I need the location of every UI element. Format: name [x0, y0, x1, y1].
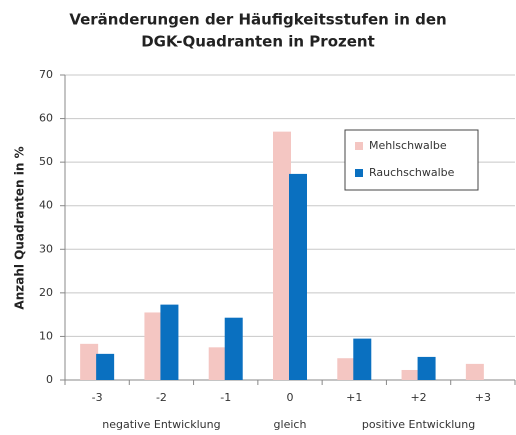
chart-title: DGK-Quadranten in Prozent — [141, 33, 375, 51]
bar — [208, 347, 227, 380]
group-label: gleich — [274, 418, 307, 431]
legend-swatch — [355, 169, 363, 177]
y-tick-label: 70 — [39, 68, 53, 81]
group-label: negative Entwicklung — [102, 418, 220, 431]
y-tick-label: 50 — [39, 155, 53, 168]
y-tick-label: 40 — [39, 199, 53, 212]
x-tick-label: -1 — [220, 391, 231, 404]
group-label: positive Entwicklung — [362, 418, 475, 431]
bar — [80, 343, 99, 380]
x-tick-label: -3 — [92, 391, 103, 404]
bar — [144, 312, 163, 380]
bar — [224, 317, 243, 380]
y-tick-label: 30 — [39, 242, 53, 255]
legend-label: Rauchschwalbe — [369, 166, 455, 179]
legend-swatch — [355, 142, 363, 150]
x-tick-label: 0 — [287, 391, 294, 404]
bar — [289, 173, 307, 380]
bar — [273, 131, 291, 380]
y-tick-label: 10 — [39, 329, 53, 342]
bar — [417, 356, 436, 380]
bar — [401, 369, 420, 380]
legend-box — [344, 129, 479, 191]
y-tick-label: 60 — [39, 112, 53, 125]
x-tick-label: +2 — [410, 391, 426, 404]
chart-title: Veränderungen der Häufigkeitsstufen in d… — [69, 11, 446, 29]
x-tick-label: +3 — [475, 391, 491, 404]
y-axis-label: Anzahl Quadranten in % — [13, 146, 27, 309]
bar — [160, 304, 179, 380]
bar — [465, 363, 484, 380]
bar — [337, 358, 356, 380]
x-tick-label: +1 — [346, 391, 362, 404]
legend-label: Mehlschwalbe — [369, 139, 447, 152]
y-tick-label: 20 — [39, 286, 53, 299]
bar — [96, 353, 115, 380]
bar — [353, 338, 372, 380]
y-tick-label: 0 — [46, 373, 53, 386]
x-tick-label: -2 — [156, 391, 167, 404]
